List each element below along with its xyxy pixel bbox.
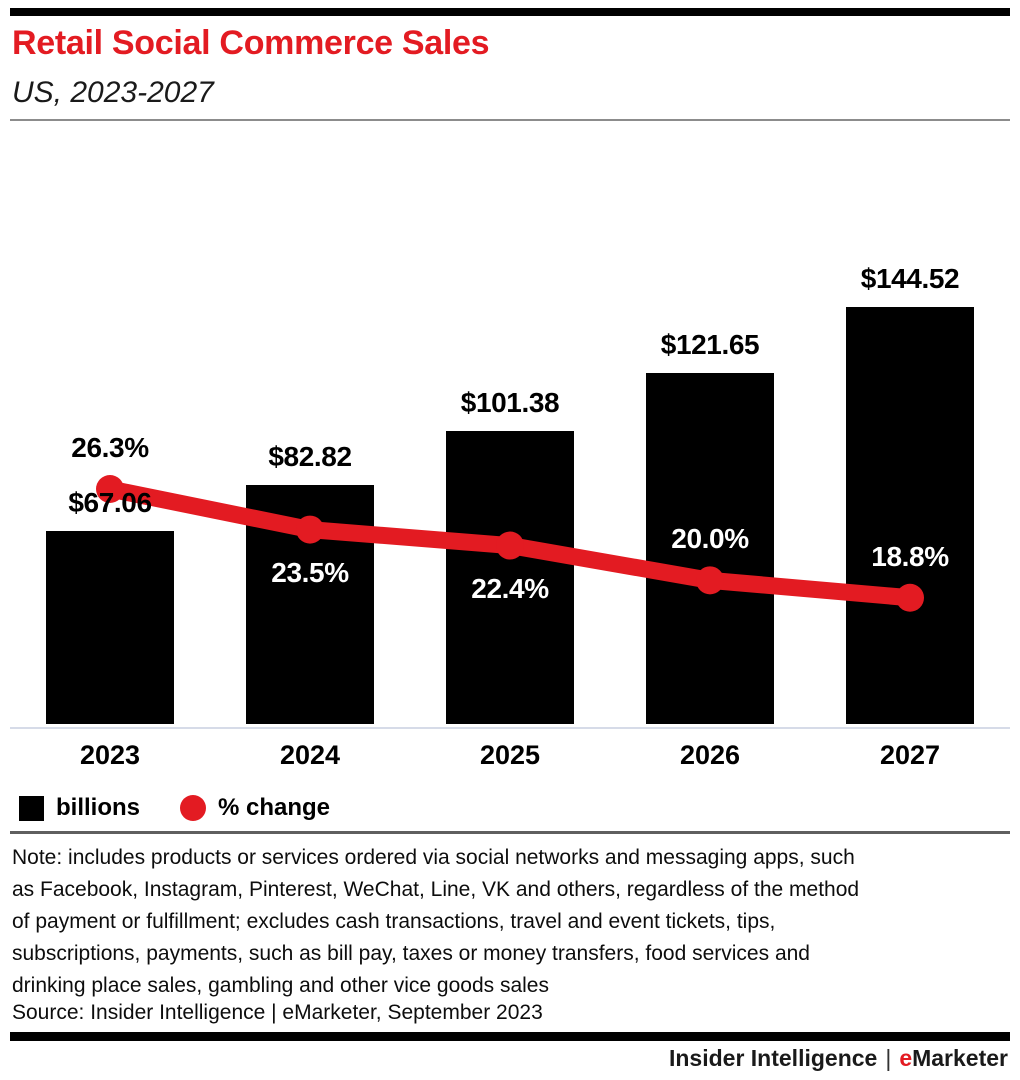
- bar-2027: [846, 307, 974, 724]
- bar-value-label-2025: $101.38: [460, 387, 560, 419]
- legend-divider: [10, 831, 1010, 834]
- note-line: drinking place sales, gambling and other…: [12, 974, 549, 997]
- bar-2023: [46, 530, 174, 724]
- trend-point-2023: [96, 475, 124, 503]
- note-text: Note: includes products or services orde…: [12, 842, 859, 1002]
- pct-label-2026: 20.0%: [671, 523, 749, 555]
- legend: billions % change: [19, 794, 330, 822]
- pct-label-2024: 23.5%: [271, 556, 349, 588]
- trend-point-2024: [296, 515, 324, 544]
- legend-bar-swatch: [19, 795, 44, 821]
- page-subtitle: US, 2023-2027: [12, 76, 214, 109]
- legend-bar-label: billions: [56, 794, 140, 821]
- pct-label-2025: 22.4%: [471, 572, 549, 604]
- bar-2025: [446, 431, 574, 724]
- note-line: as Facebook, Instagram, Pinterest, WeCha…: [12, 878, 860, 901]
- bar-2026: [646, 372, 774, 724]
- pct-label-2023: 26.3%: [71, 432, 149, 463]
- x-label-2023: 2023: [79, 740, 141, 770]
- x-label-2025: 2025: [479, 740, 541, 770]
- note-line: Note: includes products or services orde…: [12, 846, 855, 869]
- footer-brand-left: Insider Intelligence: [668, 1045, 878, 1071]
- x-label-2026: 2026: [679, 740, 741, 770]
- footer-brand-rest: Marketer: [912, 1045, 1008, 1071]
- legend-line-label: % change: [218, 794, 331, 821]
- top-divider-bar: [10, 8, 1010, 16]
- footer-brand-emphasis: e: [899, 1045, 913, 1071]
- source-text: Source: Insider Intelligence | eMarketer…: [12, 1001, 543, 1024]
- footer-brand-separator: |: [885, 1045, 892, 1071]
- bar-value-label-2026: $121.65: [660, 328, 760, 360]
- subtitle-divider: [10, 119, 1010, 121]
- pct-label-2027: 18.8%: [871, 540, 949, 572]
- bar-value-label-2027: $144.52: [860, 263, 960, 294]
- trend-point-2027: [896, 583, 924, 612]
- bottom-divider-bar: [10, 1032, 1010, 1041]
- x-axis-line: [10, 727, 1010, 729]
- legend-line-swatch: [180, 795, 206, 821]
- page-title: Retail Social Commerce Sales: [12, 24, 490, 62]
- bar-value-label-2023: $67.06: [68, 486, 152, 518]
- x-label-2024: 2024: [279, 740, 341, 770]
- x-label-2027: 2027: [879, 740, 941, 770]
- note-line: of payment or fulfillment; excludes cash…: [12, 910, 776, 933]
- footer-brand: Insider Intelligence | eMarketer: [669, 1045, 1008, 1072]
- trend-point-2025: [496, 531, 524, 560]
- note-line: subscriptions, payments, such as bill pa…: [12, 942, 810, 965]
- trend-point-2026: [696, 566, 724, 595]
- bar-value-label-2024: $82.82: [268, 441, 352, 473]
